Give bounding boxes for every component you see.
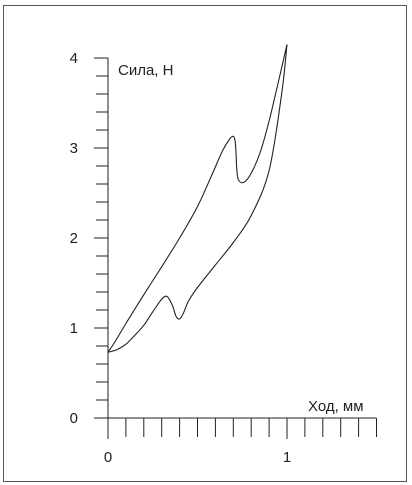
ticks: 0 1 2 3 4 0 1 — [70, 50, 377, 466]
press-curve-line — [107, 44, 288, 353]
x-tick-label: 0 — [104, 449, 112, 466]
y-tick-label: 3 — [70, 140, 78, 157]
return-curve-line — [107, 44, 288, 353]
y-tick-label: 1 — [70, 320, 78, 337]
y-tick-label: 0 — [70, 410, 78, 427]
curves — [107, 44, 288, 353]
x-tick-label: 1 — [283, 449, 291, 466]
y-axis-label: Сила, Н — [118, 62, 173, 79]
axes — [107, 58, 377, 419]
figure-border — [3, 5, 407, 482]
y-tick-label: 2 — [70, 230, 78, 247]
x-axis-label: Ход, мм — [308, 398, 364, 415]
y-tick-label: 4 — [70, 50, 78, 67]
